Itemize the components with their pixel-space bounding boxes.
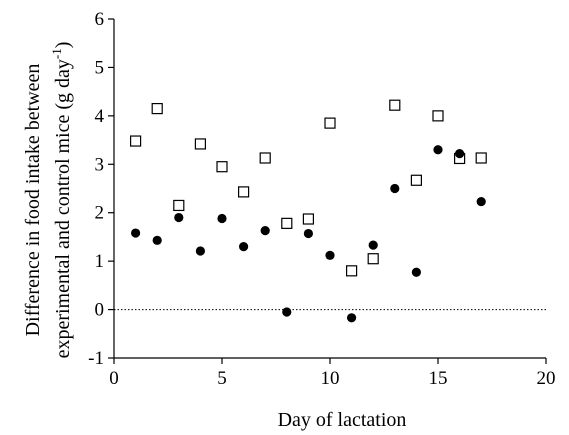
y-tick-label: 0 xyxy=(95,300,105,321)
filled-circle-point xyxy=(368,240,378,250)
y-tick-label: -1 xyxy=(88,348,104,369)
y-tick-label: 4 xyxy=(95,106,105,127)
y-tick-label: 5 xyxy=(95,57,105,78)
filled-circle-point xyxy=(455,149,465,159)
open-square-point xyxy=(151,102,163,115)
open-square-point xyxy=(238,186,250,198)
y-axis-label-close: ) xyxy=(52,42,74,49)
x-tick-label: 0 xyxy=(109,368,119,389)
y-axis-label: Difference in food intake between experi… xyxy=(22,42,74,359)
x-axis-label: Day of lactation xyxy=(278,409,407,431)
y-tick-label: 6 xyxy=(95,9,105,30)
open-square-point xyxy=(259,152,271,164)
y-axis-label-line2: experimental and control mice (g day-1) xyxy=(49,42,74,359)
x-tick-label: 15 xyxy=(429,368,448,389)
filled-circle-point xyxy=(174,212,184,223)
open-square-point xyxy=(302,213,314,225)
data-points xyxy=(130,99,487,323)
open-square-point xyxy=(281,217,293,229)
filled-circle-point xyxy=(303,228,313,239)
open-square-point xyxy=(432,110,444,122)
filled-circle-point xyxy=(152,235,162,245)
open-square-point xyxy=(173,199,185,212)
filled-circle-point xyxy=(390,183,400,194)
y-tick-label: 1 xyxy=(95,251,105,272)
y-axis-label-line1: Difference in food intake between xyxy=(22,64,44,337)
filled-circle-point xyxy=(217,213,227,224)
open-square-point xyxy=(194,138,206,150)
open-square-point xyxy=(130,135,142,147)
open-square-point xyxy=(216,161,228,173)
x-tick-label: 5 xyxy=(217,368,227,389)
filled-circle-point xyxy=(239,242,249,252)
y-axis-label-unit: experimental and control mice (g day xyxy=(52,59,74,358)
filled-circle-point xyxy=(411,267,421,277)
filled-circle-point xyxy=(131,228,141,238)
y-tick-label: 3 xyxy=(95,154,105,175)
open-square-point xyxy=(389,99,401,111)
filled-circle-point xyxy=(476,196,486,207)
filled-circle-point xyxy=(260,226,270,236)
axes xyxy=(113,19,546,359)
open-square-point xyxy=(367,253,379,265)
y-axis-label-superscript: -1 xyxy=(49,48,64,59)
filled-circle-point xyxy=(347,313,357,323)
open-square-point xyxy=(410,174,422,186)
y-tick-label: 2 xyxy=(95,203,105,224)
open-square-point xyxy=(324,117,336,129)
x-tick-label: 20 xyxy=(537,368,556,389)
filled-circle-point xyxy=(325,250,335,260)
open-square-point xyxy=(346,265,358,277)
filled-circle-point xyxy=(433,145,443,155)
filled-circle-point xyxy=(195,246,205,256)
x-tick-label: 10 xyxy=(321,368,340,389)
filled-circle-point xyxy=(282,307,292,317)
open-square-point xyxy=(475,152,487,164)
